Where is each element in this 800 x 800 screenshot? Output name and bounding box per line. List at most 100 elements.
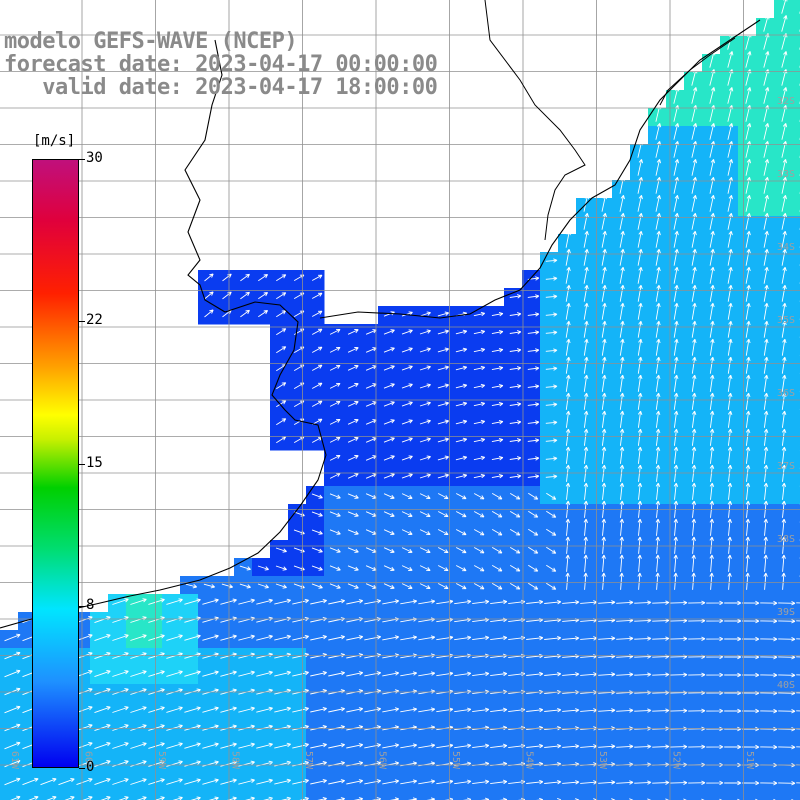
wind-cell: [792, 630, 800, 649]
wind-arrow: [148, 778, 165, 785]
colorbar-unit: [m/s]: [33, 133, 76, 149]
wind-arrow: [637, 248, 643, 266]
wind-arrow: [148, 742, 165, 749]
wind-arrow: [655, 572, 660, 590]
wind-arrow: [455, 493, 467, 500]
wind-arrow: [655, 159, 662, 176]
wind-arrow: [619, 177, 626, 194]
wind-arrow: [781, 212, 787, 230]
wind-arrow: [781, 356, 787, 374]
wind-arrow: [437, 401, 450, 407]
wind-arrow: [781, 266, 787, 284]
wind-arrow: [745, 338, 751, 356]
wind-arrow: [419, 529, 431, 536]
wind-arrow: [401, 473, 413, 479]
wind-arrow: [727, 410, 733, 428]
wind-arrow: [274, 706, 291, 713]
wind-arrow: [419, 473, 431, 479]
wind-arrow: [598, 780, 616, 785]
wind-arrow: [527, 294, 540, 299]
wind-arrow: [562, 672, 580, 677]
wind-arrow: [673, 177, 680, 194]
wind-cell: [414, 792, 433, 800]
wind-arrow: [562, 600, 580, 605]
wind-arrow: [419, 311, 431, 317]
wind-arrow: [545, 420, 558, 425]
wind-arrow: [383, 583, 395, 589]
wind-arrow: [491, 583, 503, 590]
wind-arrow: [619, 428, 625, 446]
wind-arrow: [292, 760, 309, 767]
wind-arrow: [329, 364, 341, 371]
country-border: [484, 0, 586, 241]
wind-arrow: [490, 779, 508, 785]
latitude-label: 33S: [777, 169, 795, 180]
wind-arrow: [256, 706, 273, 713]
wind-arrow: [401, 329, 413, 335]
wind-arrow: [745, 464, 751, 482]
wind-arrow: [275, 547, 287, 553]
wind-arrow: [346, 707, 364, 713]
wind-arrow: [655, 536, 660, 554]
wind-arrow: [400, 635, 418, 641]
wind-arrow: [490, 671, 508, 677]
wind-arrow: [544, 635, 562, 641]
wind-arrow: [745, 356, 751, 374]
wind-arrow: [76, 742, 93, 750]
wind-arrow: [727, 195, 733, 212]
wind-arrow: [781, 518, 787, 536]
wind-arrow: [274, 742, 291, 749]
wind-arrow: [727, 518, 733, 536]
wind-arrow: [112, 760, 129, 767]
wind-arrow: [292, 598, 309, 605]
wind-arrow: [528, 564, 539, 572]
wind-arrow: [565, 338, 571, 356]
wind-arrow: [491, 365, 504, 371]
wind-arrow: [745, 212, 751, 230]
wind-arrow: [709, 518, 715, 536]
wind-arrow: [601, 212, 607, 230]
wind-arrow: [691, 518, 697, 536]
wind-arrow: [727, 482, 733, 500]
wind-arrow: [601, 230, 607, 248]
wind-arrow: [437, 547, 449, 554]
wind-arrow: [565, 410, 571, 428]
wind-arrow: [655, 248, 661, 266]
wind-arrow: [601, 464, 607, 482]
wind-cell: [792, 306, 800, 325]
wind-arrow: [562, 780, 580, 785]
wind-arrow: [311, 274, 323, 281]
wind-arrow: [691, 446, 697, 464]
wind-arrow: [763, 518, 769, 536]
wind-arrow: [745, 572, 750, 590]
wind-arrow: [796, 656, 800, 658]
wind-arrow: [760, 708, 778, 714]
wind-arrow: [637, 572, 642, 590]
title-forecast-date: forecast date: 2023-04-17 00:00:00: [4, 52, 438, 77]
wind-cell: [162, 792, 181, 800]
wind-arrow: [418, 743, 436, 749]
wind-cell: [54, 792, 73, 800]
wind-cell: [792, 126, 800, 145]
wind-arrow: [40, 777, 57, 786]
wind-cell: [792, 18, 800, 37]
wind-arrow: [781, 302, 787, 320]
wind-arrow: [727, 356, 733, 374]
wind-arrow: [383, 547, 395, 553]
wind-arrow: [329, 493, 341, 499]
wind-arrow: [655, 428, 661, 446]
wind-arrow: [565, 302, 571, 320]
wind-arrow: [238, 778, 255, 785]
wind-arrow: [655, 302, 661, 320]
wind-arrow: [419, 383, 431, 389]
wind-arrow: [204, 309, 214, 318]
wind-cell: [792, 504, 800, 523]
wind-arrow: [509, 402, 522, 407]
wind-arrow: [583, 482, 589, 500]
wind-arrow: [473, 547, 485, 554]
wind-arrow: [328, 599, 345, 605]
wind-arrow: [688, 744, 706, 749]
wind-arrow: [655, 446, 661, 464]
wind-arrow: [490, 599, 508, 605]
wind-arrow: [727, 392, 733, 410]
